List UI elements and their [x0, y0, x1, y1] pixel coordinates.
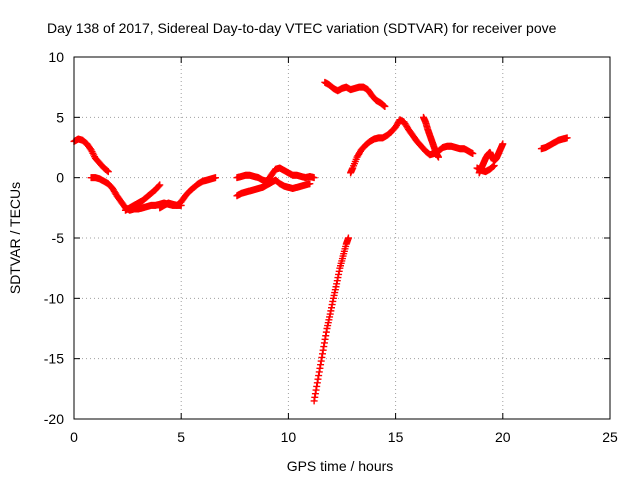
y-tick-label: 0: [56, 170, 64, 186]
x-axis-label: GPS time / hours: [287, 458, 394, 474]
series-arc-1: [70, 135, 112, 176]
x-tick-label: 25: [602, 429, 618, 445]
data-point: [155, 182, 163, 190]
data-point: [344, 234, 352, 242]
data-point: [310, 174, 318, 182]
x-tick-label: 5: [177, 429, 185, 445]
data-point: [381, 102, 389, 110]
y-tick-label: -20: [44, 411, 64, 427]
y-tick-label: -5: [52, 230, 65, 246]
data-point: [104, 168, 112, 176]
grid: [74, 57, 610, 419]
x-tick-label: 15: [388, 429, 404, 445]
data-point: [490, 162, 498, 170]
x-tick-label: 0: [70, 429, 78, 445]
series-arc-12: [473, 162, 498, 176]
series-arc-5: [233, 164, 318, 185]
series-arc-7: [310, 234, 352, 405]
series-arc-4: [156, 174, 220, 212]
data-points: [70, 78, 571, 405]
data-point: [380, 102, 388, 110]
y-tick-label: 10: [48, 49, 64, 65]
axis-ticks: 0 5 10 15 20 25 10 5 0 -5 -10 -15 -20: [44, 49, 618, 445]
series-arc-13: [537, 134, 571, 153]
y-tick-label: 5: [56, 109, 64, 125]
data-point: [563, 134, 571, 142]
series-arc-10: [419, 113, 442, 161]
data-point: [103, 167, 111, 175]
data-point: [469, 150, 477, 158]
series-arc-3: [121, 181, 164, 214]
data-point: [489, 162, 497, 170]
data-point: [434, 153, 442, 161]
data-point: [306, 180, 314, 188]
x-tick-label: 10: [281, 429, 297, 445]
series-arc-9: [347, 116, 477, 177]
data-point: [156, 181, 164, 189]
data-point: [499, 140, 507, 148]
x-tick-label: 20: [495, 429, 511, 445]
chart-title: Day 138 of 2017, Sidereal Day-to-day VTE…: [47, 20, 557, 36]
y-axis-label: SDTVAR / TECUs: [7, 182, 23, 294]
series-arc-8: [321, 78, 389, 110]
y-tick-label: -10: [44, 290, 64, 306]
data-point: [212, 174, 220, 182]
series-arc-6: [233, 176, 314, 200]
y-tick-label: -15: [44, 351, 64, 367]
